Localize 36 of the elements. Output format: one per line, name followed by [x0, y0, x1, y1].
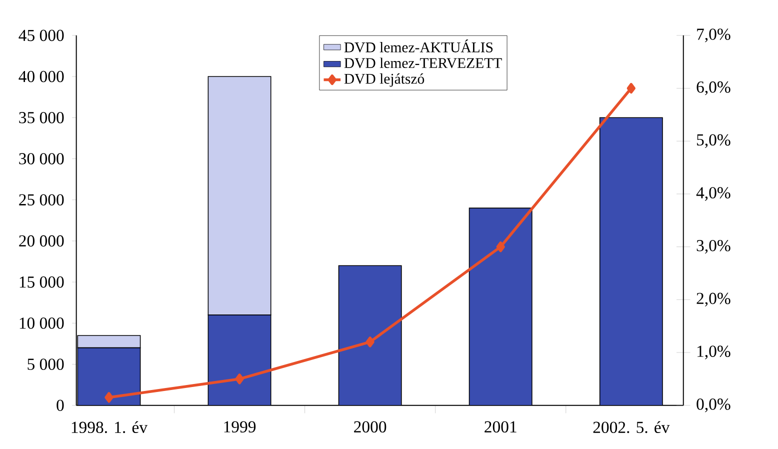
point: [496, 242, 505, 252]
x-tick-label: 2000: [354, 421, 386, 433]
y-tick-label: 45 000: [18, 30, 64, 42]
y-tick-label: 40 000: [18, 71, 64, 82]
y-tick-label: 10 000: [20, 318, 64, 329]
bar: [599, 117, 663, 406]
y2-tick-label: 1,0%: [698, 346, 730, 360]
y-tick-label: 30 000: [19, 153, 64, 165]
x-tick-label: 1999: [224, 421, 256, 433]
y2-tick-label: 0,0%: [696, 398, 730, 412]
x-tick-label: 2002. 5. év: [593, 421, 670, 434]
y2-tick-label: 2,0%: [696, 292, 730, 307]
bar: [468, 208, 532, 406]
legend-label: DVD lemez-TERVEZETT: [344, 58, 502, 68]
legend-label: DVD lemez-AKTUÁLIS: [344, 40, 493, 53]
legend-label: DVD lejátszó: [344, 74, 424, 87]
y2-tick-label: 3,0%: [696, 240, 730, 254]
y-tick-label: 15 000: [20, 276, 64, 288]
point: [104, 392, 114, 403]
y-tick-label: 0: [56, 400, 64, 412]
bar: [208, 314, 272, 406]
y-tick-label: 25 000: [19, 194, 64, 206]
x-tick-label: 1998. 1. év: [72, 421, 148, 434]
bar: [77, 348, 141, 406]
y2-tick-label: 7,0%: [697, 28, 730, 42]
x-tick-label: 2001: [484, 421, 516, 433]
y-tick-label: 35 000: [19, 112, 64, 124]
bar: [338, 265, 402, 406]
point: [235, 374, 244, 384]
y-tick-label: 20 000: [19, 235, 64, 247]
y-tick-label: 5 000: [28, 358, 64, 370]
point: [626, 83, 636, 94]
y2-tick-label: 4,0%: [696, 187, 730, 201]
point: [366, 336, 374, 348]
y2-tick-label: 5,0%: [697, 134, 730, 148]
y2-tick-label: 6,0%: [696, 82, 730, 96]
